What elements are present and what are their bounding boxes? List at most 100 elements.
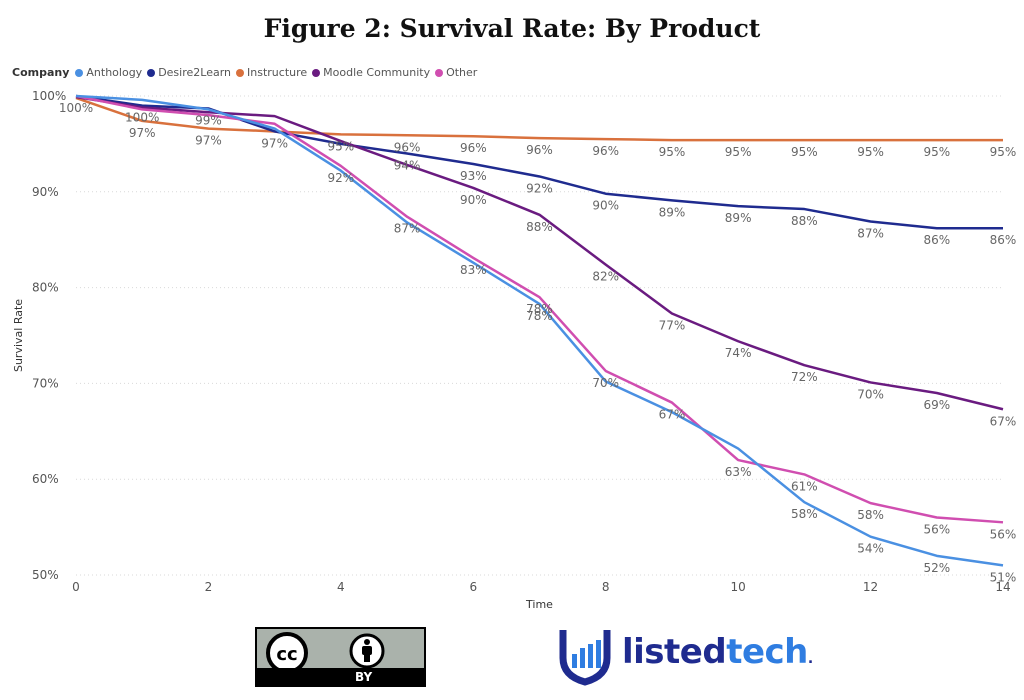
legend-label: Desire2Learn xyxy=(158,66,232,79)
legend-marker-icon xyxy=(435,68,444,77)
data-label: 92% xyxy=(328,171,355,185)
y-tick-label: 80% xyxy=(32,281,59,295)
data-label: 67% xyxy=(659,408,686,422)
chart-title: Figure 2: Survival Rate: By Product xyxy=(263,14,761,43)
data-label: 58% xyxy=(791,507,818,521)
cc-by-label: BY xyxy=(355,670,373,684)
data-label: 86% xyxy=(923,233,950,247)
series-line-anthology xyxy=(75,94,1004,567)
data-label: 63% xyxy=(725,465,752,479)
legend-title: Company xyxy=(12,66,70,79)
x-tick-label: 2 xyxy=(205,580,213,594)
cc-license-badge[interactable]: cc BY xyxy=(255,627,426,687)
data-label: 95% xyxy=(328,139,355,153)
data-label: 94% xyxy=(394,158,421,172)
legend-label: Anthology xyxy=(86,66,143,79)
data-label: 96% xyxy=(394,140,421,154)
brand-logo[interactable]: listedtech. xyxy=(622,632,813,672)
x-tick-label: 12 xyxy=(863,580,878,594)
legend-label: Other xyxy=(446,66,478,79)
cc-band xyxy=(257,668,424,685)
series-line-instructure xyxy=(75,96,1003,142)
legend-item-anthology[interactable]: Anthology xyxy=(75,66,142,79)
legend-marker-icon xyxy=(312,68,321,77)
data-label: 89% xyxy=(659,205,686,219)
legend-label: Moodle Community xyxy=(323,66,431,79)
data-label: 95% xyxy=(791,145,818,159)
data-label: 90% xyxy=(592,199,619,213)
data-label: 74% xyxy=(725,346,752,360)
legend-item-other[interactable]: Other xyxy=(435,66,477,79)
x-tick-label: 10 xyxy=(731,580,746,594)
data-label: 95% xyxy=(990,145,1017,159)
data-label: 72% xyxy=(791,370,818,384)
data-label: 69% xyxy=(923,398,950,412)
svg-text:cc: cc xyxy=(276,644,297,665)
data-label: 99% xyxy=(195,113,222,127)
y-tick-label: 90% xyxy=(32,185,59,199)
listedtech-logo-icon xyxy=(559,630,611,686)
data-label: 78% xyxy=(526,302,553,316)
y-tick-label: 50% xyxy=(32,568,59,582)
x-tick-label: 0 xyxy=(72,580,80,594)
data-label: 100% xyxy=(125,111,159,125)
data-label: 95% xyxy=(725,145,752,159)
legend-item-moodle-community[interactable]: Moodle Community xyxy=(312,66,430,79)
data-label: 54% xyxy=(857,542,884,556)
data-label: 100% xyxy=(59,101,93,115)
data-label: 89% xyxy=(725,211,752,225)
data-label: 93% xyxy=(460,169,487,183)
attribution-person-icon xyxy=(349,633,385,669)
brand-suffix: . xyxy=(807,651,813,667)
data-label: 56% xyxy=(923,523,950,537)
data-label: 86% xyxy=(990,233,1017,247)
y-tick-label: 60% xyxy=(32,472,59,486)
legend-marker-icon xyxy=(147,68,156,77)
data-label: 51% xyxy=(990,570,1017,584)
legend-marker-icon xyxy=(75,68,84,77)
data-label: 70% xyxy=(592,376,619,390)
data-label: 67% xyxy=(990,414,1017,428)
series-line-moodle-community xyxy=(75,95,1004,411)
legend-label: Instructure xyxy=(247,66,308,79)
y-tick-label: 70% xyxy=(32,376,59,390)
data-label: 95% xyxy=(923,145,950,159)
data-label: 97% xyxy=(195,134,222,148)
data-label: 58% xyxy=(857,508,884,522)
data-label: 87% xyxy=(394,222,421,236)
data-label: 78% xyxy=(526,309,553,323)
x-axis-title: Time xyxy=(525,598,553,611)
data-label: 97% xyxy=(261,136,288,150)
data-label: 90% xyxy=(460,193,487,207)
legend-marker-icon xyxy=(236,68,245,77)
line-chart: 50% 60% 70% 80% 90% 100% 0 2 4 6 8 10 12 14 Time Surviv… xyxy=(12,89,1017,611)
y-tick-label: 100% xyxy=(32,89,66,103)
x-tick-label: 8 xyxy=(602,580,610,594)
x-tick-label: 4 xyxy=(337,580,345,594)
data-label: 83% xyxy=(460,263,487,277)
data-label: 61% xyxy=(791,479,818,493)
data-label: 92% xyxy=(526,181,553,195)
data-label: 70% xyxy=(857,387,884,401)
data-label: 96% xyxy=(460,141,487,155)
data-label: 95% xyxy=(857,145,884,159)
data-label: 87% xyxy=(857,226,884,240)
data-label: 88% xyxy=(526,220,553,234)
legend-item-desire2learn[interactable]: Desire2Learn xyxy=(147,66,231,79)
series-line-other xyxy=(75,94,1004,524)
data-label: 96% xyxy=(592,144,619,158)
data-label: 95% xyxy=(659,145,686,159)
legend: Company Anthology Desire2Learn Instructu… xyxy=(12,66,482,79)
brand-part1: listed xyxy=(622,632,727,672)
data-label: 97% xyxy=(129,126,156,140)
data-label: 52% xyxy=(923,561,950,575)
data-label: 96% xyxy=(526,143,553,157)
brand-part2: tech xyxy=(726,632,808,672)
legend-item-instructure[interactable]: Instructure xyxy=(236,66,307,79)
x-tick-label: 14 xyxy=(995,580,1010,594)
data-label: 56% xyxy=(990,527,1017,541)
data-label: 82% xyxy=(592,270,619,284)
data-label: 77% xyxy=(659,318,686,332)
x-tick-label: 6 xyxy=(469,580,477,594)
data-label: 88% xyxy=(791,214,818,228)
